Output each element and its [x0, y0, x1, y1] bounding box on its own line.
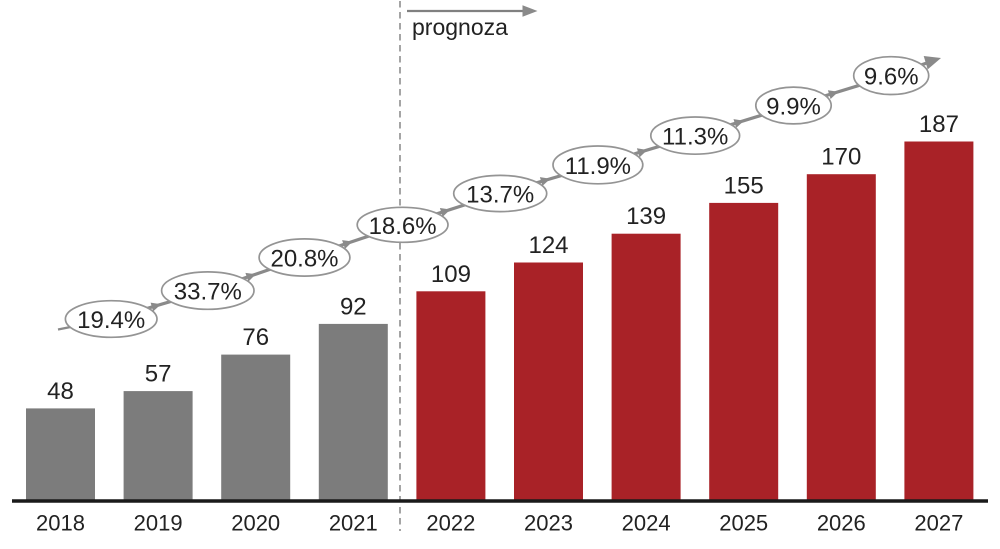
svg-text:187: 187 — [919, 111, 959, 138]
svg-text:2023: 2023 — [524, 511, 573, 536]
svg-text:2021: 2021 — [329, 511, 378, 536]
svg-text:2022: 2022 — [426, 511, 475, 536]
svg-text:20.8%: 20.8% — [270, 246, 338, 273]
svg-text:57: 57 — [145, 361, 172, 388]
svg-text:13.7%: 13.7% — [466, 182, 534, 209]
svg-text:2027: 2027 — [914, 511, 963, 536]
svg-text:18.6%: 18.6% — [369, 213, 437, 240]
svg-text:2026: 2026 — [817, 511, 866, 536]
svg-text:2020: 2020 — [231, 511, 280, 536]
svg-text:9.6%: 9.6% — [864, 64, 919, 91]
svg-text:2019: 2019 — [134, 511, 183, 536]
svg-text:155: 155 — [724, 172, 764, 199]
svg-text:124: 124 — [528, 232, 568, 259]
svg-text:170: 170 — [821, 144, 861, 171]
svg-text:11.9%: 11.9% — [565, 153, 631, 180]
svg-text:prognoza: prognoza — [412, 14, 508, 40]
svg-text:11.3%: 11.3% — [662, 124, 728, 151]
svg-text:48: 48 — [47, 378, 74, 405]
svg-text:2018: 2018 — [36, 511, 85, 536]
svg-text:2025: 2025 — [719, 511, 768, 536]
svg-text:109: 109 — [431, 261, 471, 288]
svg-text:19.4%: 19.4% — [77, 307, 145, 334]
svg-text:2024: 2024 — [622, 511, 671, 536]
svg-text:33.7%: 33.7% — [174, 279, 242, 306]
svg-text:76: 76 — [242, 324, 269, 351]
svg-text:9.9%: 9.9% — [766, 94, 821, 121]
svg-text:92: 92 — [340, 293, 367, 320]
svg-text:139: 139 — [626, 203, 666, 230]
